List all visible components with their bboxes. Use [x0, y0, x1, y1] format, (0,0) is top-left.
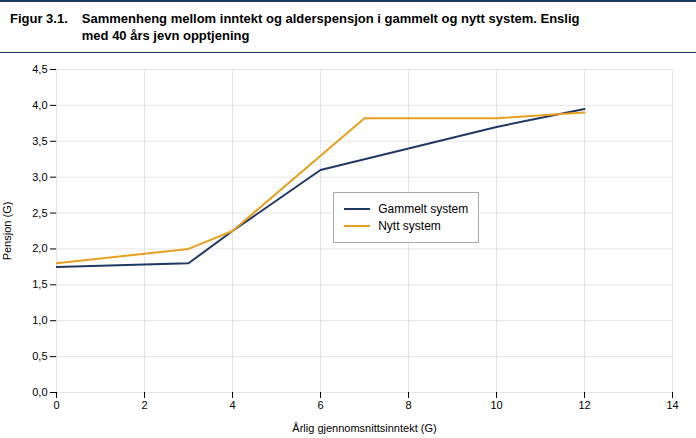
svg-text:3,5: 3,5 — [32, 135, 47, 147]
svg-text:4,5: 4,5 — [32, 63, 47, 75]
svg-text:Årlig gjennomsnittsinntekt (G): Årlig gjennomsnittsinntekt (G) — [292, 422, 436, 434]
html-text:Figur 3.1.: Figur 3.1. — [10, 11, 68, 26]
svg-text:Pensjon (G): Pensjon (G) — [1, 202, 13, 261]
html-text:Gammelt system: Gammelt system — [378, 201, 469, 216]
svg-text:3,0: 3,0 — [32, 171, 47, 183]
svg-text:2,5: 2,5 — [32, 207, 47, 219]
svg-text:1,5: 1,5 — [32, 278, 47, 290]
svg-text:10: 10 — [490, 399, 502, 411]
svg-text:0,0: 0,0 — [32, 386, 47, 398]
svg-text:6: 6 — [317, 399, 323, 411]
svg-text:0: 0 — [53, 399, 59, 411]
svg-text:1,0: 1,0 — [32, 314, 47, 326]
svg-text:12: 12 — [578, 399, 590, 411]
svg-text:14: 14 — [666, 399, 678, 411]
svg-text:2,0: 2,0 — [32, 242, 47, 254]
html-text:Sammenheng mellom inntekt og a: Sammenheng mellom inntekt og alderspensj… — [81, 11, 580, 43]
svg-text:4,0: 4,0 — [32, 99, 47, 111]
svg-text:2: 2 — [141, 399, 147, 411]
svg-text:0,5: 0,5 — [32, 350, 47, 362]
svg-text:4: 4 — [229, 399, 235, 411]
svg-text:8: 8 — [405, 399, 411, 411]
html-text:Nytt system: Nytt system — [378, 218, 441, 233]
